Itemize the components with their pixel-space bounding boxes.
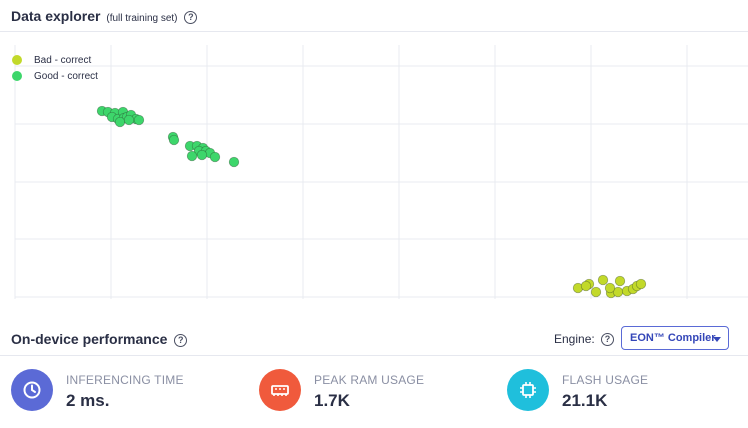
engine-label: Engine: ?	[554, 332, 615, 346]
data-explorer-plot[interactable]	[0, 33, 748, 315]
help-circle-icon[interactable]: ?	[174, 334, 188, 347]
scatter-point-bad-correct[interactable]	[590, 286, 602, 298]
legend-dot-good-correct	[12, 71, 22, 81]
data-explorer-subtitle: (full training set)	[106, 13, 178, 24]
metric-flash-usage: FLASH USAGE 21.1K	[507, 369, 737, 415]
scatter-point-bad-correct[interactable]	[614, 275, 626, 287]
scatter-chart[interactable]	[0, 33, 748, 315]
scatter-point-good-correct[interactable]	[196, 149, 208, 161]
metric-label: INFERENCING TIME	[66, 373, 184, 387]
chart-legend: Bad - correct Good - correct	[12, 52, 98, 84]
scatter-point-good-correct[interactable]	[114, 116, 126, 128]
scatter-point-good-correct[interactable]	[123, 114, 135, 126]
metric-label: PEAK RAM USAGE	[314, 373, 425, 387]
scatter-point-good-correct[interactable]	[186, 150, 198, 162]
scatter-point-good-correct[interactable]	[133, 114, 145, 126]
scatter-point-bad-correct[interactable]	[635, 278, 647, 290]
data-explorer-header: Data explorer (full training set) ?	[0, 0, 748, 32]
metric-peak-ram-usage: PEAK RAM USAGE 1.7K	[259, 369, 489, 415]
engine-select-value: EON™ Compiler	[630, 332, 716, 344]
metric-value: 1.7K	[314, 391, 350, 410]
legend-dot-bad-correct	[12, 55, 22, 65]
legend-item-good-correct[interactable]: Good - correct	[12, 68, 98, 84]
scatter-point-bad-correct[interactable]	[580, 280, 592, 292]
metric-inferencing-time: INFERENCING TIME 2 ms.	[11, 369, 241, 415]
performance-title: On-device performance ?	[11, 331, 188, 347]
scatter-point-good-correct[interactable]	[209, 151, 221, 163]
metric-value: 2 ms.	[66, 391, 110, 410]
data-explorer-title: Data explorer (full training set) ?	[11, 8, 198, 24]
legend-item-bad-correct[interactable]: Bad - correct	[12, 52, 98, 68]
scatter-point-good-correct[interactable]	[168, 134, 180, 146]
scatter-point-bad-correct[interactable]	[604, 282, 616, 294]
engine-label-text: Engine:	[554, 332, 595, 346]
chevron-down-icon	[713, 337, 721, 342]
help-circle-icon[interactable]: ?	[184, 11, 198, 24]
scatter-point-bad-correct[interactable]	[597, 274, 609, 286]
legend-label-bad-correct: Bad - correct	[34, 54, 92, 66]
legend-label-good-correct: Good - correct	[34, 70, 98, 82]
data-explorer-title-text: Data explorer	[11, 8, 101, 24]
engine-select[interactable]: EON™ Compiler	[621, 326, 729, 350]
performance-title-text: On-device performance	[11, 331, 168, 347]
on-device-performance-header: On-device performance ? Engine: ? EON™ C…	[0, 322, 748, 356]
clock-icon	[11, 369, 53, 411]
chip-icon	[507, 369, 549, 411]
metric-label: FLASH USAGE	[562, 373, 649, 387]
scatter-point-good-correct[interactable]	[228, 156, 240, 168]
metric-value: 21.1K	[562, 391, 608, 410]
help-circle-icon[interactable]: ?	[601, 333, 615, 346]
memory-icon	[259, 369, 301, 411]
